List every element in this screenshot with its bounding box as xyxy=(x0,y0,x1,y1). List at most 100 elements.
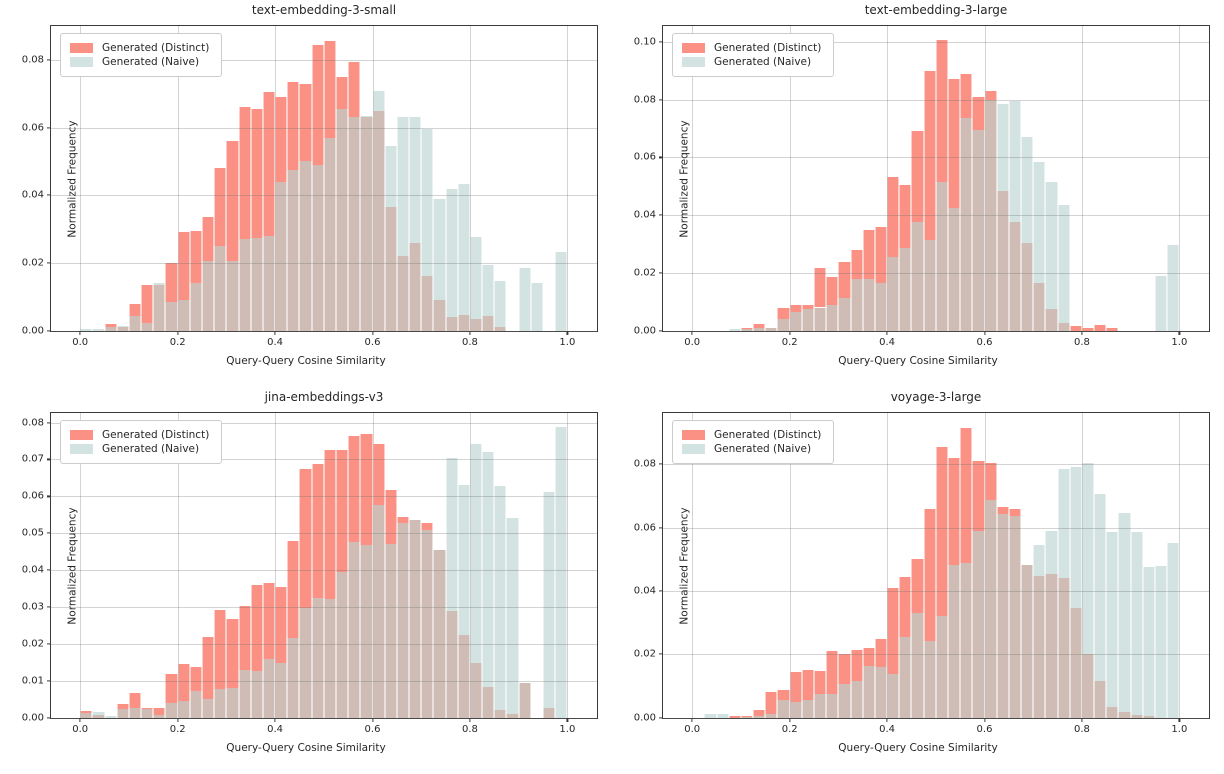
histogram-bar-segment xyxy=(838,262,851,298)
histogram-bar-segment xyxy=(899,184,912,249)
histogram-bar-segment xyxy=(1167,245,1180,331)
histogram-bar-segment xyxy=(360,115,373,118)
histogram-bar-segment xyxy=(250,108,263,238)
histogram-bar-segment xyxy=(1118,513,1131,712)
histogram-bar-segment xyxy=(996,190,1009,331)
subplot-text-embedding-3-small: text-embedding-3-small Normalized Frequen… xyxy=(0,0,612,387)
histogram-bar-segment xyxy=(923,239,936,331)
histogram-bar-segment xyxy=(469,318,483,331)
gridline-y xyxy=(663,99,1209,101)
histogram-bar-segment xyxy=(874,226,888,283)
y-tick-mark xyxy=(47,126,51,129)
histogram-bar-segment xyxy=(1008,508,1022,516)
y-tick-label: 0.10 xyxy=(633,36,656,48)
histogram-bar-segment xyxy=(506,713,519,718)
histogram-bar-segment xyxy=(1155,565,1168,718)
histogram-bar-segment xyxy=(311,464,324,599)
y-tick-label: 0.00 xyxy=(633,712,656,724)
legend-item-naive: Generated (Naive) xyxy=(70,443,209,455)
histogram-bar-segment xyxy=(814,267,827,308)
y-tick-mark xyxy=(659,214,663,216)
histogram-bar-segment xyxy=(262,235,276,331)
gridline-y xyxy=(51,570,597,572)
y-tick-mark xyxy=(47,532,51,534)
histogram-bar-segment xyxy=(299,469,312,608)
histogram-bar-segment xyxy=(1021,137,1034,243)
histogram-bar-segment xyxy=(777,700,790,718)
histogram-bar-segment xyxy=(384,490,397,545)
gridline-y xyxy=(663,717,1209,719)
histogram-bar-segment xyxy=(189,691,202,718)
histogram-bar-segment xyxy=(789,672,802,702)
histogram-bar-segment xyxy=(323,450,336,599)
bars-layer xyxy=(51,26,597,331)
gridline-y xyxy=(51,643,597,645)
histogram-bar-segment xyxy=(543,708,556,718)
x-tick-mark xyxy=(886,331,888,335)
y-tick-label: 0.02 xyxy=(21,638,44,650)
histogram-bar-segment xyxy=(311,598,324,718)
histogram-bar-segment xyxy=(177,664,190,701)
histogram-bar-segment xyxy=(1130,532,1143,716)
gridline-x xyxy=(567,26,569,331)
y-tick-mark xyxy=(47,606,51,608)
x-tick-label: 1.0 xyxy=(1171,724,1188,735)
legend-item-naive: Generated (Naive) xyxy=(70,56,209,68)
histogram-bar-segment xyxy=(311,164,324,331)
gridline-x xyxy=(1179,26,1181,331)
histogram-bar-segment xyxy=(409,117,422,243)
histogram-bar-segment xyxy=(445,189,458,318)
legend-item-distinct: Generated (Distinct) xyxy=(682,42,821,54)
histogram-bar-segment xyxy=(92,711,105,715)
histogram-bar-segment xyxy=(1045,308,1058,331)
histogram-bar-segment xyxy=(996,103,1009,191)
histogram-bar-segment xyxy=(482,316,495,331)
y-tick-label: 0.04 xyxy=(633,585,656,597)
histogram-bar-segment xyxy=(740,715,754,717)
gridline-y xyxy=(51,717,597,719)
histogram-bar-segment xyxy=(1069,608,1082,718)
histogram-bar-segment xyxy=(518,267,531,331)
histogram-bar-segment xyxy=(116,326,129,328)
histogram-bar-segment xyxy=(1081,654,1095,718)
histogram-bar-segment xyxy=(862,647,875,666)
histogram-bar-segment xyxy=(765,327,778,331)
histogram-bar-segment xyxy=(996,513,1009,718)
legend-item-distinct-label: Generated (Distinct) xyxy=(102,42,210,54)
histogram-bar-segment xyxy=(887,176,900,257)
histogram-bar-segment xyxy=(104,323,117,328)
histogram-bar-segment xyxy=(911,131,924,222)
histogram-bar-segment xyxy=(457,634,470,718)
axes-area: Normalized Frequency 0.00 0.02 0.04 0.06 0.08… xyxy=(634,25,1210,348)
histogram-bar-segment xyxy=(923,508,936,642)
bars-layer xyxy=(663,26,1209,331)
histogram-bar-segment xyxy=(275,181,288,331)
y-tick-label: 0.01 xyxy=(21,675,44,687)
gridline-y xyxy=(51,680,597,682)
histogram-bar-segment xyxy=(947,207,961,331)
x-tick-mark xyxy=(371,718,374,722)
histogram-bar-segment xyxy=(323,41,336,138)
histogram-bar-segment xyxy=(874,666,888,718)
gridline-y xyxy=(663,527,1209,529)
histogram-bar-segment xyxy=(814,671,827,694)
histogram-bar-segment xyxy=(116,704,129,710)
histogram-bar-segment xyxy=(165,301,178,331)
histogram-bar-segment xyxy=(287,169,300,331)
histogram-bar-segment xyxy=(1045,181,1058,309)
histogram-bar-segment xyxy=(1008,515,1022,718)
gridline-y xyxy=(663,464,1209,466)
histogram-bar-segment xyxy=(789,304,802,312)
y-tick-label: 0.08 xyxy=(633,458,656,470)
histogram-bar-segment xyxy=(323,137,336,331)
gridline-y xyxy=(51,496,597,498)
plot-title: voyage-3-large xyxy=(890,390,982,404)
histogram-bar-segment xyxy=(1008,101,1022,223)
histogram-bar-segment xyxy=(104,327,117,331)
histogram-bar-segment xyxy=(947,565,961,718)
histogram-bar-segment xyxy=(1033,575,1046,718)
histogram-bar-segment xyxy=(445,610,458,718)
x-tick-label: 0.0 xyxy=(684,724,701,735)
histogram-bar-segment xyxy=(396,117,410,257)
gridline-y xyxy=(51,59,597,61)
